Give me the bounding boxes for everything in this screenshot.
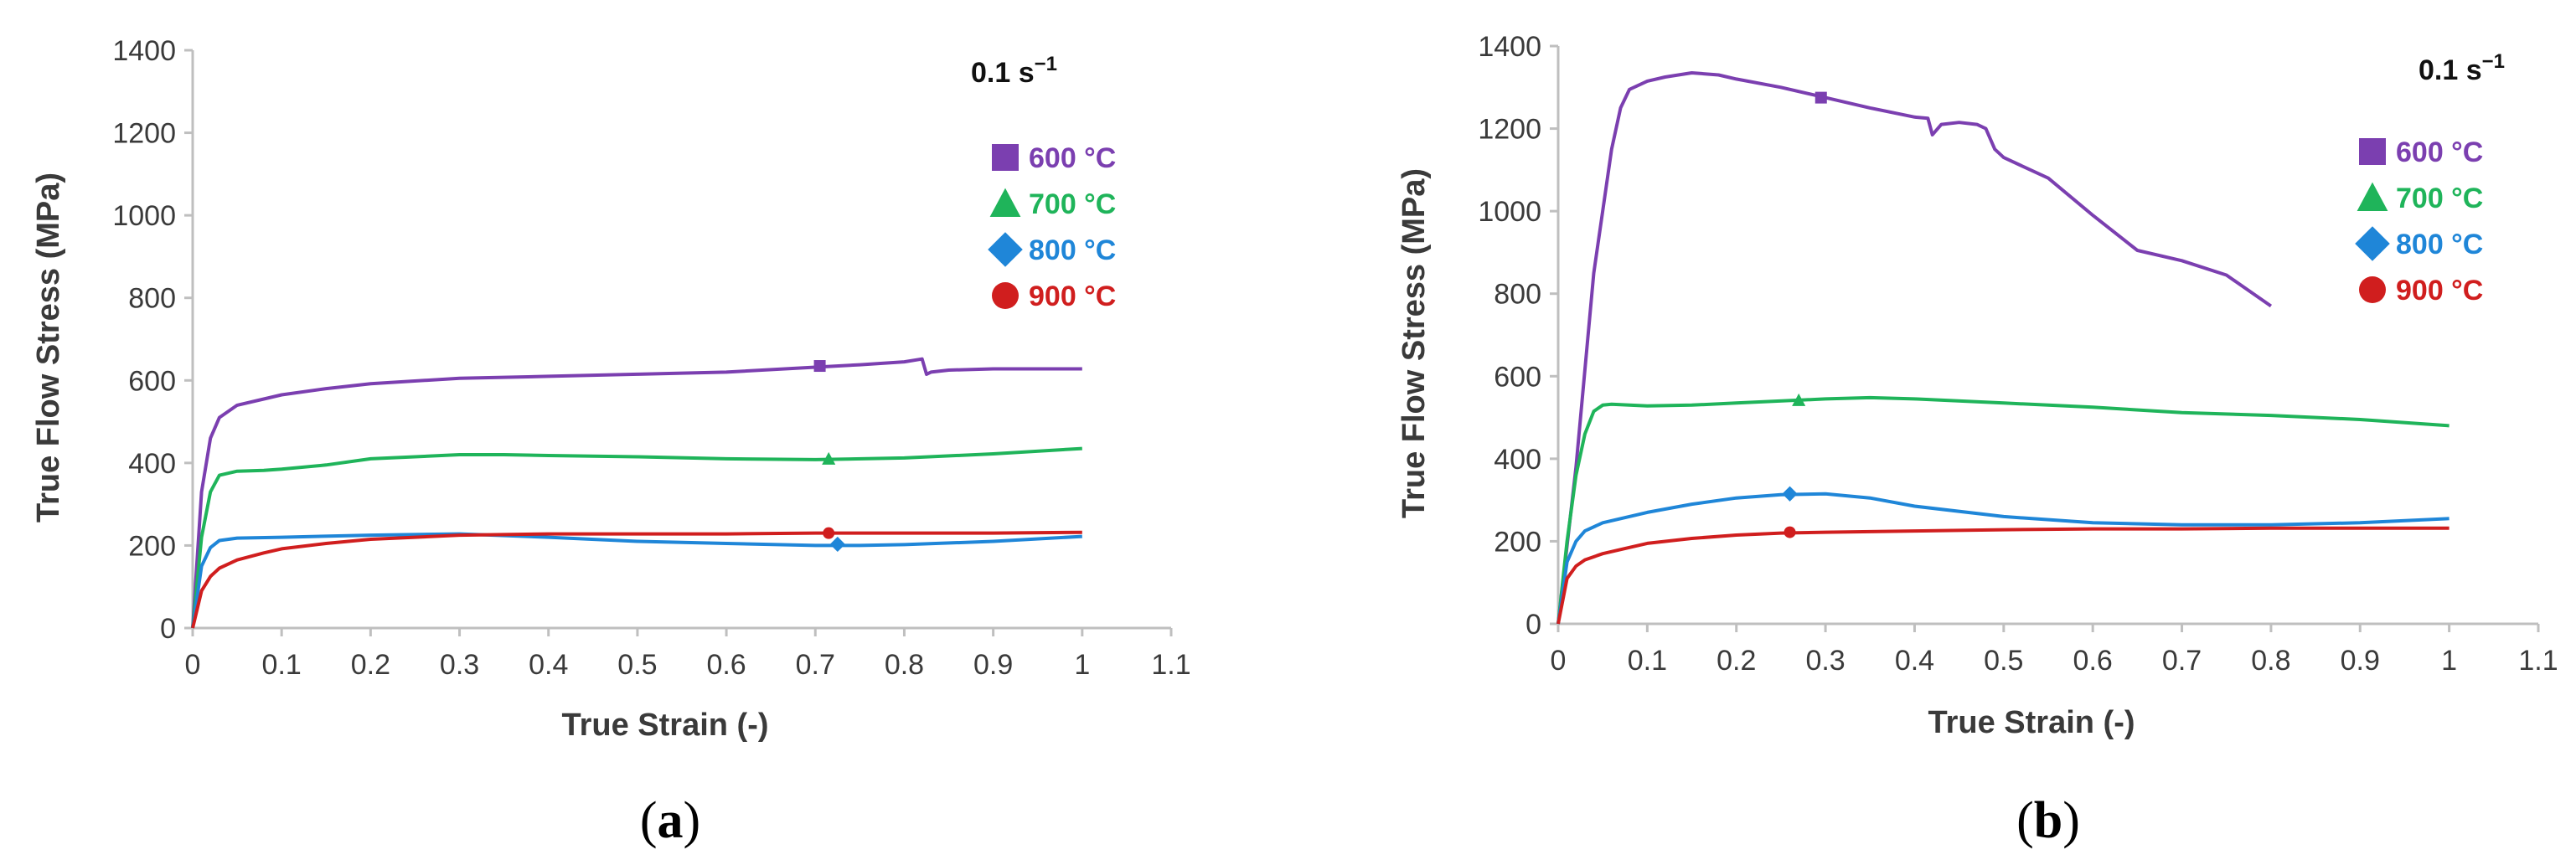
series-marker-600 <box>813 360 826 373</box>
series-line-700 <box>191 446 1082 629</box>
series-marker-700 <box>822 451 836 465</box>
y-tick-label: 0 <box>1525 609 1541 641</box>
y-tick-label: 800 <box>128 283 176 315</box>
series-marker-700 <box>1792 393 1806 406</box>
y-tick-label: 1200 <box>1478 114 1541 146</box>
panel-label-open: ( <box>640 792 658 849</box>
panel-label: (a) <box>640 792 700 849</box>
x-tick-label: 0.6 <box>706 649 746 681</box>
legend-label-900: 900 °C <box>1029 281 1116 312</box>
legend-label-700: 700 °C <box>1029 188 1116 220</box>
x-tick-label: 0.5 <box>617 649 657 681</box>
x-tick-label: 0.8 <box>885 649 924 681</box>
series-line-800 <box>191 532 1082 629</box>
y-tick-label: 600 <box>128 365 176 397</box>
legend-label-900: 900 °C <box>2396 275 2483 306</box>
series-line-800 <box>1556 492 2450 625</box>
y-tick-label: 0 <box>160 613 176 645</box>
strain-rate-exponent: −1 <box>2482 50 2505 73</box>
series-line-600 <box>1556 71 2273 625</box>
legend-label-800: 800 °C <box>2396 229 2483 260</box>
y-tick-label: 800 <box>1494 279 1541 311</box>
y-tick-label: 1400 <box>1478 31 1541 63</box>
series-marker-900 <box>1784 526 1796 538</box>
x-tick-label: 0.8 <box>2251 645 2290 677</box>
chart-panel-a: 0 0.1 0.2 0.3 0.4 0.5 0.6 0.7 0.8 0.9 1 1.1 0 200 400 6… <box>31 35 1191 849</box>
y-tick-label: 400 <box>1494 444 1541 476</box>
x-tick-label: 0.2 <box>351 649 390 681</box>
strain-rate-exponent: −1 <box>1035 53 1057 75</box>
panel-label-letter: a <box>658 792 684 849</box>
series-line-700 <box>1556 395 2450 625</box>
y-tick-label: 1200 <box>112 118 176 150</box>
legend-marker-900 <box>992 282 1019 309</box>
legend-marker-900 <box>2359 276 2386 303</box>
strain-rate-label: 0.1 s−1 <box>971 53 1057 89</box>
y-axis-title: True Flow Stress (MPa) <box>31 172 66 523</box>
x-tick-label: 1 <box>1074 649 1090 681</box>
x-axis-title: True Strain (-) <box>1928 705 2135 740</box>
x-tick-label: 0.5 <box>1984 645 2023 677</box>
x-tick-label: 0.3 <box>1805 645 1845 677</box>
legend-marker-600 <box>992 144 1019 171</box>
y-tick-label: 200 <box>1494 526 1541 558</box>
x-tick-label: 0.1 <box>262 649 302 681</box>
legend-marker-800 <box>988 232 1023 267</box>
x-tick-label: 1.1 <box>2518 645 2558 677</box>
x-tick-label: 0 <box>185 649 201 681</box>
y-axis-title: True Flow Stress (MPa) <box>1396 168 1432 518</box>
x-tick-label: 1 <box>2441 645 2457 677</box>
x-tick-label: 0.3 <box>440 649 479 681</box>
x-tick-label: 0.7 <box>2162 645 2202 677</box>
panel-label-close: ) <box>2062 792 2080 849</box>
chart-panel-b: 0 0.1 0.2 0.3 0.4 0.5 0.6 0.7 0.8 0.9 1 1.1 0 200 400 6… <box>1396 31 2558 849</box>
panel-label: (b) <box>2016 792 2080 849</box>
y-tick-label: 1400 <box>112 35 176 67</box>
y-tick-label: 1000 <box>112 200 176 232</box>
series-line-900 <box>1556 526 2450 625</box>
legend-label-700: 700 °C <box>2396 183 2483 214</box>
strain-rate-label: 0.1 s−1 <box>2419 50 2505 86</box>
x-tick-label: 0.4 <box>1895 645 1934 677</box>
strain-rate-text: 0.1 s <box>2419 54 2482 86</box>
panel-label-open: ( <box>2016 792 2034 849</box>
legend-marker-600 <box>2359 138 2386 165</box>
legend-marker-700 <box>2357 182 2388 211</box>
legend-marker-700 <box>989 188 1021 217</box>
legend-label-600: 600 °C <box>2396 136 2483 168</box>
y-tick-label: 200 <box>128 530 176 562</box>
panel-label-letter: b <box>2034 792 2062 849</box>
x-tick-label: 0.9 <box>973 649 1013 681</box>
series-line-600 <box>191 357 1082 629</box>
legend-label-600: 600 °C <box>1029 142 1116 174</box>
legend-marker-800 <box>2355 226 2390 261</box>
x-tick-label: 0.6 <box>2073 645 2113 677</box>
x-tick-label: 0.2 <box>1716 645 1756 677</box>
x-axis-title: True Strain (-) <box>561 708 768 743</box>
panel-label-close: ) <box>684 792 701 849</box>
strain-rate-text: 0.1 s <box>971 57 1035 89</box>
x-tick-label: 0.1 <box>1628 645 1667 677</box>
x-tick-label: 0.7 <box>796 649 835 681</box>
series-marker-800 <box>1782 486 1798 502</box>
series-marker-600 <box>1815 91 1827 104</box>
y-tick-label: 600 <box>1494 361 1541 393</box>
series-marker-900 <box>823 527 835 539</box>
x-tick-label: 1.1 <box>1151 649 1190 681</box>
series-marker-800 <box>829 536 845 553</box>
x-tick-label: 0.4 <box>529 649 568 681</box>
series-line-900 <box>191 530 1082 629</box>
x-tick-label: 0 <box>1551 645 1567 677</box>
legend-label-800: 800 °C <box>1029 234 1116 266</box>
y-tick-label: 1000 <box>1478 196 1541 228</box>
x-tick-label: 0.9 <box>2341 645 2380 677</box>
y-tick-label: 400 <box>128 448 176 480</box>
